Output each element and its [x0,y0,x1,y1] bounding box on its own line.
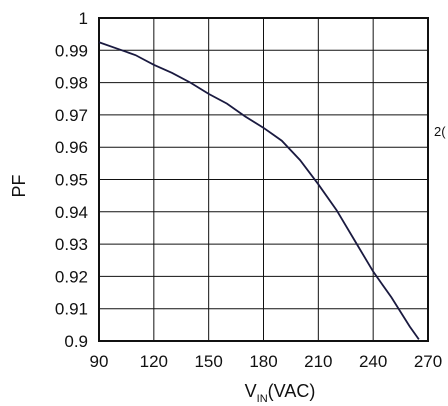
x-axis-tick-labels: 90 120 150 180 210 240 270 [90,352,443,371]
x-axis-title: VIN(VAC) [245,381,316,405]
x-tick-label: 180 [249,352,277,371]
x-axis-title-subscript: IN [257,393,268,405]
y-axis-tick-labels: 1 0.99 0.98 0.97 0.96 0.95 0.94 0.93 0.92 0.91 0.9 [55,9,88,351]
x-axis-title-main: V [245,381,257,401]
y-tick-label: 1 [79,9,88,28]
y-tick-label: 0.94 [55,203,88,222]
y-tick-label: 0.99 [55,41,88,60]
y-tick-label: 0.92 [55,267,88,286]
y-tick-label: 0.9 [64,332,88,351]
x-tick-label: 150 [194,352,222,371]
y-tick-label: 0.98 [55,74,88,93]
y-tick-label: 0.96 [55,138,88,157]
x-axis-title-unit: (VAC) [268,381,316,401]
x-tick-label: 210 [304,352,332,371]
y-tick-label: 0.97 [55,106,88,125]
y-axis-title: PF [9,174,29,197]
x-tick-label: 240 [359,352,387,371]
y-tick-label: 0.93 [55,235,88,254]
stray-label: 2( [434,124,446,139]
grid-lines [98,17,429,342]
x-tick-label: 120 [140,352,168,371]
plot-frame [98,17,429,342]
x-tick-label: 270 [414,352,442,371]
y-tick-label: 0.95 [55,171,88,190]
y-tick-label: 0.91 [55,300,88,319]
pf-curve [98,41,420,340]
x-tick-label: 90 [90,352,109,371]
